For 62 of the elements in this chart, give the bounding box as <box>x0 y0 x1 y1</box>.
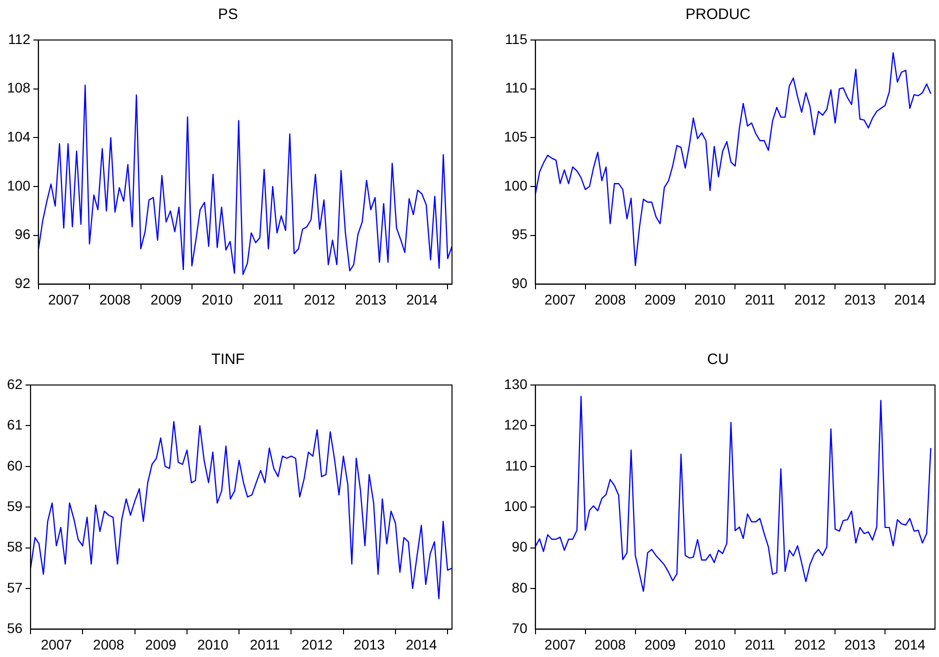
x-tick-label: 2012 <box>302 636 333 652</box>
x-tick-label: 2013 <box>355 291 387 308</box>
x-tick-label: 2014 <box>894 291 926 308</box>
x-tick-label: 2010 <box>197 636 229 652</box>
y-tick-label: 90 <box>512 538 528 555</box>
y-tick-label: 100 <box>504 177 528 194</box>
x-tick-label: 2011 <box>250 636 280 652</box>
x-tick-label: 2007 <box>544 636 576 652</box>
x-tick-label: 2008 <box>99 291 131 308</box>
x-tick-label: 2012 <box>794 636 826 652</box>
y-tick-label: 110 <box>505 457 528 474</box>
y-tick-label: 95 <box>512 226 528 242</box>
x-tick-label: 2014 <box>406 636 438 652</box>
x-tick-label: 2007 <box>40 636 72 652</box>
chart-title: TINF <box>211 351 245 368</box>
y-tick-label: 92 <box>14 275 31 292</box>
y-tick-label: 120 <box>504 416 528 433</box>
x-tick-label: 2007 <box>544 291 576 308</box>
x-tick-label: 2009 <box>644 291 676 308</box>
x-tick-label: 2011 <box>253 291 284 308</box>
x-tick-label: 2008 <box>93 636 124 652</box>
y-tick-label: 80 <box>512 579 528 596</box>
x-tick-label: 2009 <box>150 291 182 308</box>
y-tick-label: 60 <box>6 457 23 474</box>
y-tick-label: 58 <box>6 538 23 555</box>
x-tick-label: 2014 <box>406 291 438 308</box>
y-tick-label: 104 <box>7 128 31 145</box>
x-tick-label: 2009 <box>145 636 177 652</box>
y-tick-label: 112 <box>8 30 31 47</box>
y-tick-label: 110 <box>505 80 528 96</box>
x-tick-label: 2008 <box>594 291 626 308</box>
x-tick-label: 2011 <box>744 636 776 652</box>
y-tick-label: 108 <box>7 80 31 96</box>
y-tick-label: 96 <box>14 226 31 242</box>
y-tick-label: 70 <box>512 620 528 636</box>
y-tick-label: 57 <box>6 579 23 596</box>
x-tick-label: 2010 <box>202 291 234 308</box>
y-tick-label: 105 <box>504 128 528 145</box>
x-tick-label: 2009 <box>644 636 676 652</box>
x-tick-label: 2012 <box>304 291 336 308</box>
x-tick-label: 2013 <box>844 291 876 308</box>
y-tick-label: 100 <box>7 177 31 194</box>
chart-title: PRODUC <box>685 6 751 24</box>
y-tick-label: 56 <box>6 620 23 636</box>
y-tick-label: 130 <box>504 376 528 392</box>
y-tick-label: 100 <box>504 498 528 514</box>
y-tick-label: 62 <box>6 376 23 392</box>
x-tick-label: 2013 <box>354 636 386 652</box>
chart-title: CU <box>707 351 729 368</box>
y-tick-label: 90 <box>512 275 528 292</box>
y-tick-label: 61 <box>6 416 23 433</box>
chart-title: PS <box>218 6 238 24</box>
y-tick-label: 115 <box>505 30 528 47</box>
x-tick-label: 2010 <box>694 636 726 652</box>
x-tick-label: 2014 <box>894 636 926 652</box>
x-tick-label: 2011 <box>744 291 776 308</box>
x-tick-label: 2013 <box>844 636 876 652</box>
x-tick-label: 2007 <box>48 291 80 308</box>
x-tick-label: 2008 <box>594 636 626 652</box>
x-tick-label: 2010 <box>694 291 726 308</box>
x-tick-label: 2012 <box>794 291 826 308</box>
y-tick-label: 59 <box>6 498 23 514</box>
